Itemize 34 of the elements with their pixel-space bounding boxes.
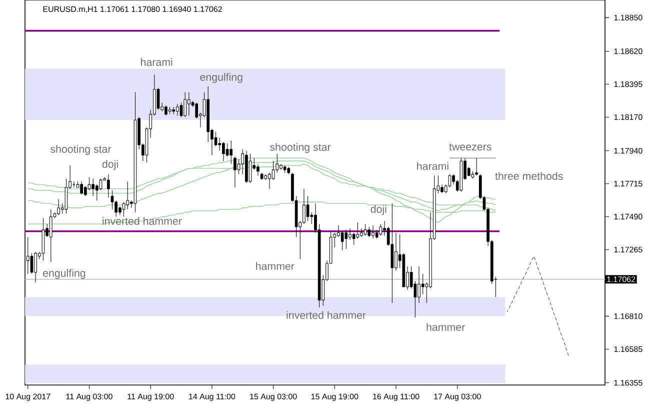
y-tick-label: 1.16810: [614, 313, 642, 320]
x-tick-label: 15 Aug 19:00: [311, 394, 358, 401]
annotation: harami: [417, 162, 448, 170]
y-tick-label: 1.18620: [614, 48, 642, 54]
x-tick-label: 11 Aug 19:00: [128, 394, 174, 401]
y-tick-label: 1.17940: [614, 148, 642, 154]
x-tick-label: 17 Aug 03:00: [434, 394, 481, 401]
annotation: doji: [370, 205, 386, 215]
y-tick-label: 1.18170: [614, 114, 642, 120]
annotation: shooting star: [270, 143, 331, 153]
annotation: hammer: [256, 262, 294, 270]
annotation: inverted hammer: [286, 311, 366, 319]
x-tick-label: 15 Aug 03:00: [250, 394, 297, 401]
annotation: three methods: [495, 172, 563, 180]
x-tick-label: 11 Aug 03:00: [66, 394, 112, 401]
x-tick-label: 14 Aug 11:00: [189, 394, 236, 401]
annotation: tweezers: [449, 143, 492, 150]
annotation: engulfing: [200, 73, 242, 83]
ref-line-label: 1.17062: [607, 276, 636, 282]
x-tick-label: 10 Aug 2017: [6, 394, 50, 401]
y-tick-label: 1.17715: [614, 180, 642, 186]
y-tick-label: 1.17490: [614, 214, 642, 220]
x-tick-label: 16 Aug 11:00: [373, 394, 420, 401]
y-tick-label: 1.18850: [614, 14, 642, 20]
annotation: shooting star: [50, 145, 112, 155]
annotation: hammer: [426, 323, 465, 331]
text: EURUSD.m,H1 1.17061 1.17080 1.16940 1.17062: [43, 6, 222, 13]
annotation: engulfing: [43, 269, 86, 279]
y-tick-label: 1.18395: [614, 81, 642, 87]
y-tick-label: 1.16585: [614, 346, 642, 352]
y-tick-label: 1.16355: [614, 380, 642, 386]
y-tick-label: 1.17265: [614, 246, 642, 252]
annotation: harami: [141, 58, 172, 66]
annotation: doji: [102, 160, 118, 170]
